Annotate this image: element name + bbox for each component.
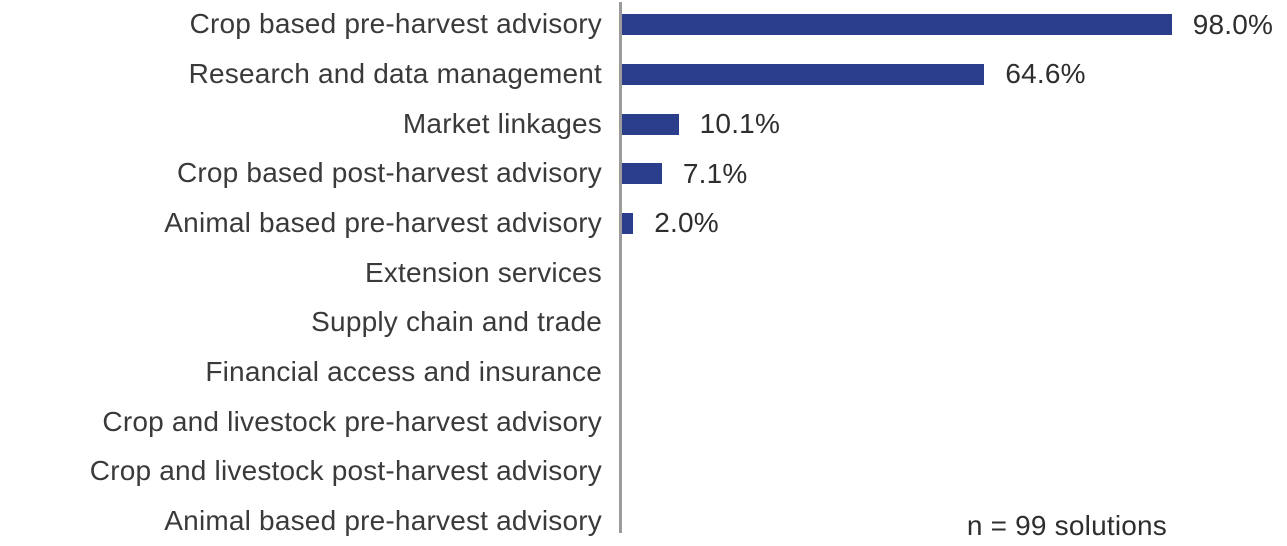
- bar-area: [612, 447, 1287, 497]
- bar-area: [612, 298, 1287, 348]
- table-row: Animal based pre-harvest advisory: [0, 496, 1287, 546]
- data-bar: [622, 113, 679, 135]
- value-label: 98.0%: [1192, 8, 1274, 40]
- category-label: Crop based pre-harvest advisory: [189, 8, 602, 40]
- table-row: Market linkages 10.1%: [0, 99, 1287, 149]
- category-label: Supply chain and trade: [311, 306, 602, 338]
- category-label: Crop and livestock pre-harvest advisory: [102, 405, 602, 437]
- category-label: Extension services: [364, 256, 602, 288]
- table-row: Extension services: [0, 248, 1287, 298]
- bar-area: [612, 248, 1287, 298]
- value-label: 64.6%: [1005, 58, 1086, 90]
- bar-area: 10.1%: [612, 99, 1287, 149]
- table-row: Crop based pre-harvest advisory 98.0%: [0, 0, 1287, 50]
- category-label: Crop and livestock post-harvest advisory: [89, 455, 602, 487]
- category-label: Financial access and insurance: [205, 355, 602, 387]
- data-bar: [622, 212, 634, 234]
- table-row: Research and data management 64.6%: [0, 50, 1287, 100]
- bar-area: [612, 496, 1287, 546]
- value-label: 10.1%: [699, 108, 781, 140]
- table-row: Crop and livestock post-harvest advisory: [0, 447, 1287, 497]
- value-label: 7.1%: [682, 157, 748, 189]
- bar-area: 64.6%: [612, 50, 1287, 100]
- category-label: Market linkages: [402, 107, 602, 139]
- data-bar: [622, 14, 1172, 36]
- category-label: Animal based pre-harvest advisory: [164, 504, 602, 536]
- bar-area: 7.1%: [612, 149, 1287, 199]
- bar-area: 2.0%: [612, 199, 1287, 249]
- category-label: Animal based pre-harvest advisory: [164, 206, 602, 238]
- y-axis-line: [619, 2, 622, 533]
- bar-area: 98.0%: [612, 0, 1287, 50]
- table-row: Financial access and insurance: [0, 347, 1287, 397]
- table-row: Crop based post-harvest advisory 7.1%: [0, 149, 1287, 199]
- category-label: Crop based post-harvest advisory: [176, 157, 602, 189]
- data-bar: [622, 63, 985, 85]
- category-label: Research and data management: [188, 58, 602, 90]
- sample-size-annotation: n = 99 solutions: [966, 510, 1167, 541]
- bar-area: [612, 397, 1287, 447]
- table-row: Crop and livestock pre-harvest advisory: [0, 397, 1287, 447]
- table-row: Supply chain and trade: [0, 298, 1287, 348]
- value-label: 2.0%: [654, 207, 719, 239]
- table-row: Animal based pre-harvest advisory 2.0%: [0, 199, 1287, 249]
- data-bar: [622, 163, 662, 185]
- bar-area: [612, 347, 1287, 397]
